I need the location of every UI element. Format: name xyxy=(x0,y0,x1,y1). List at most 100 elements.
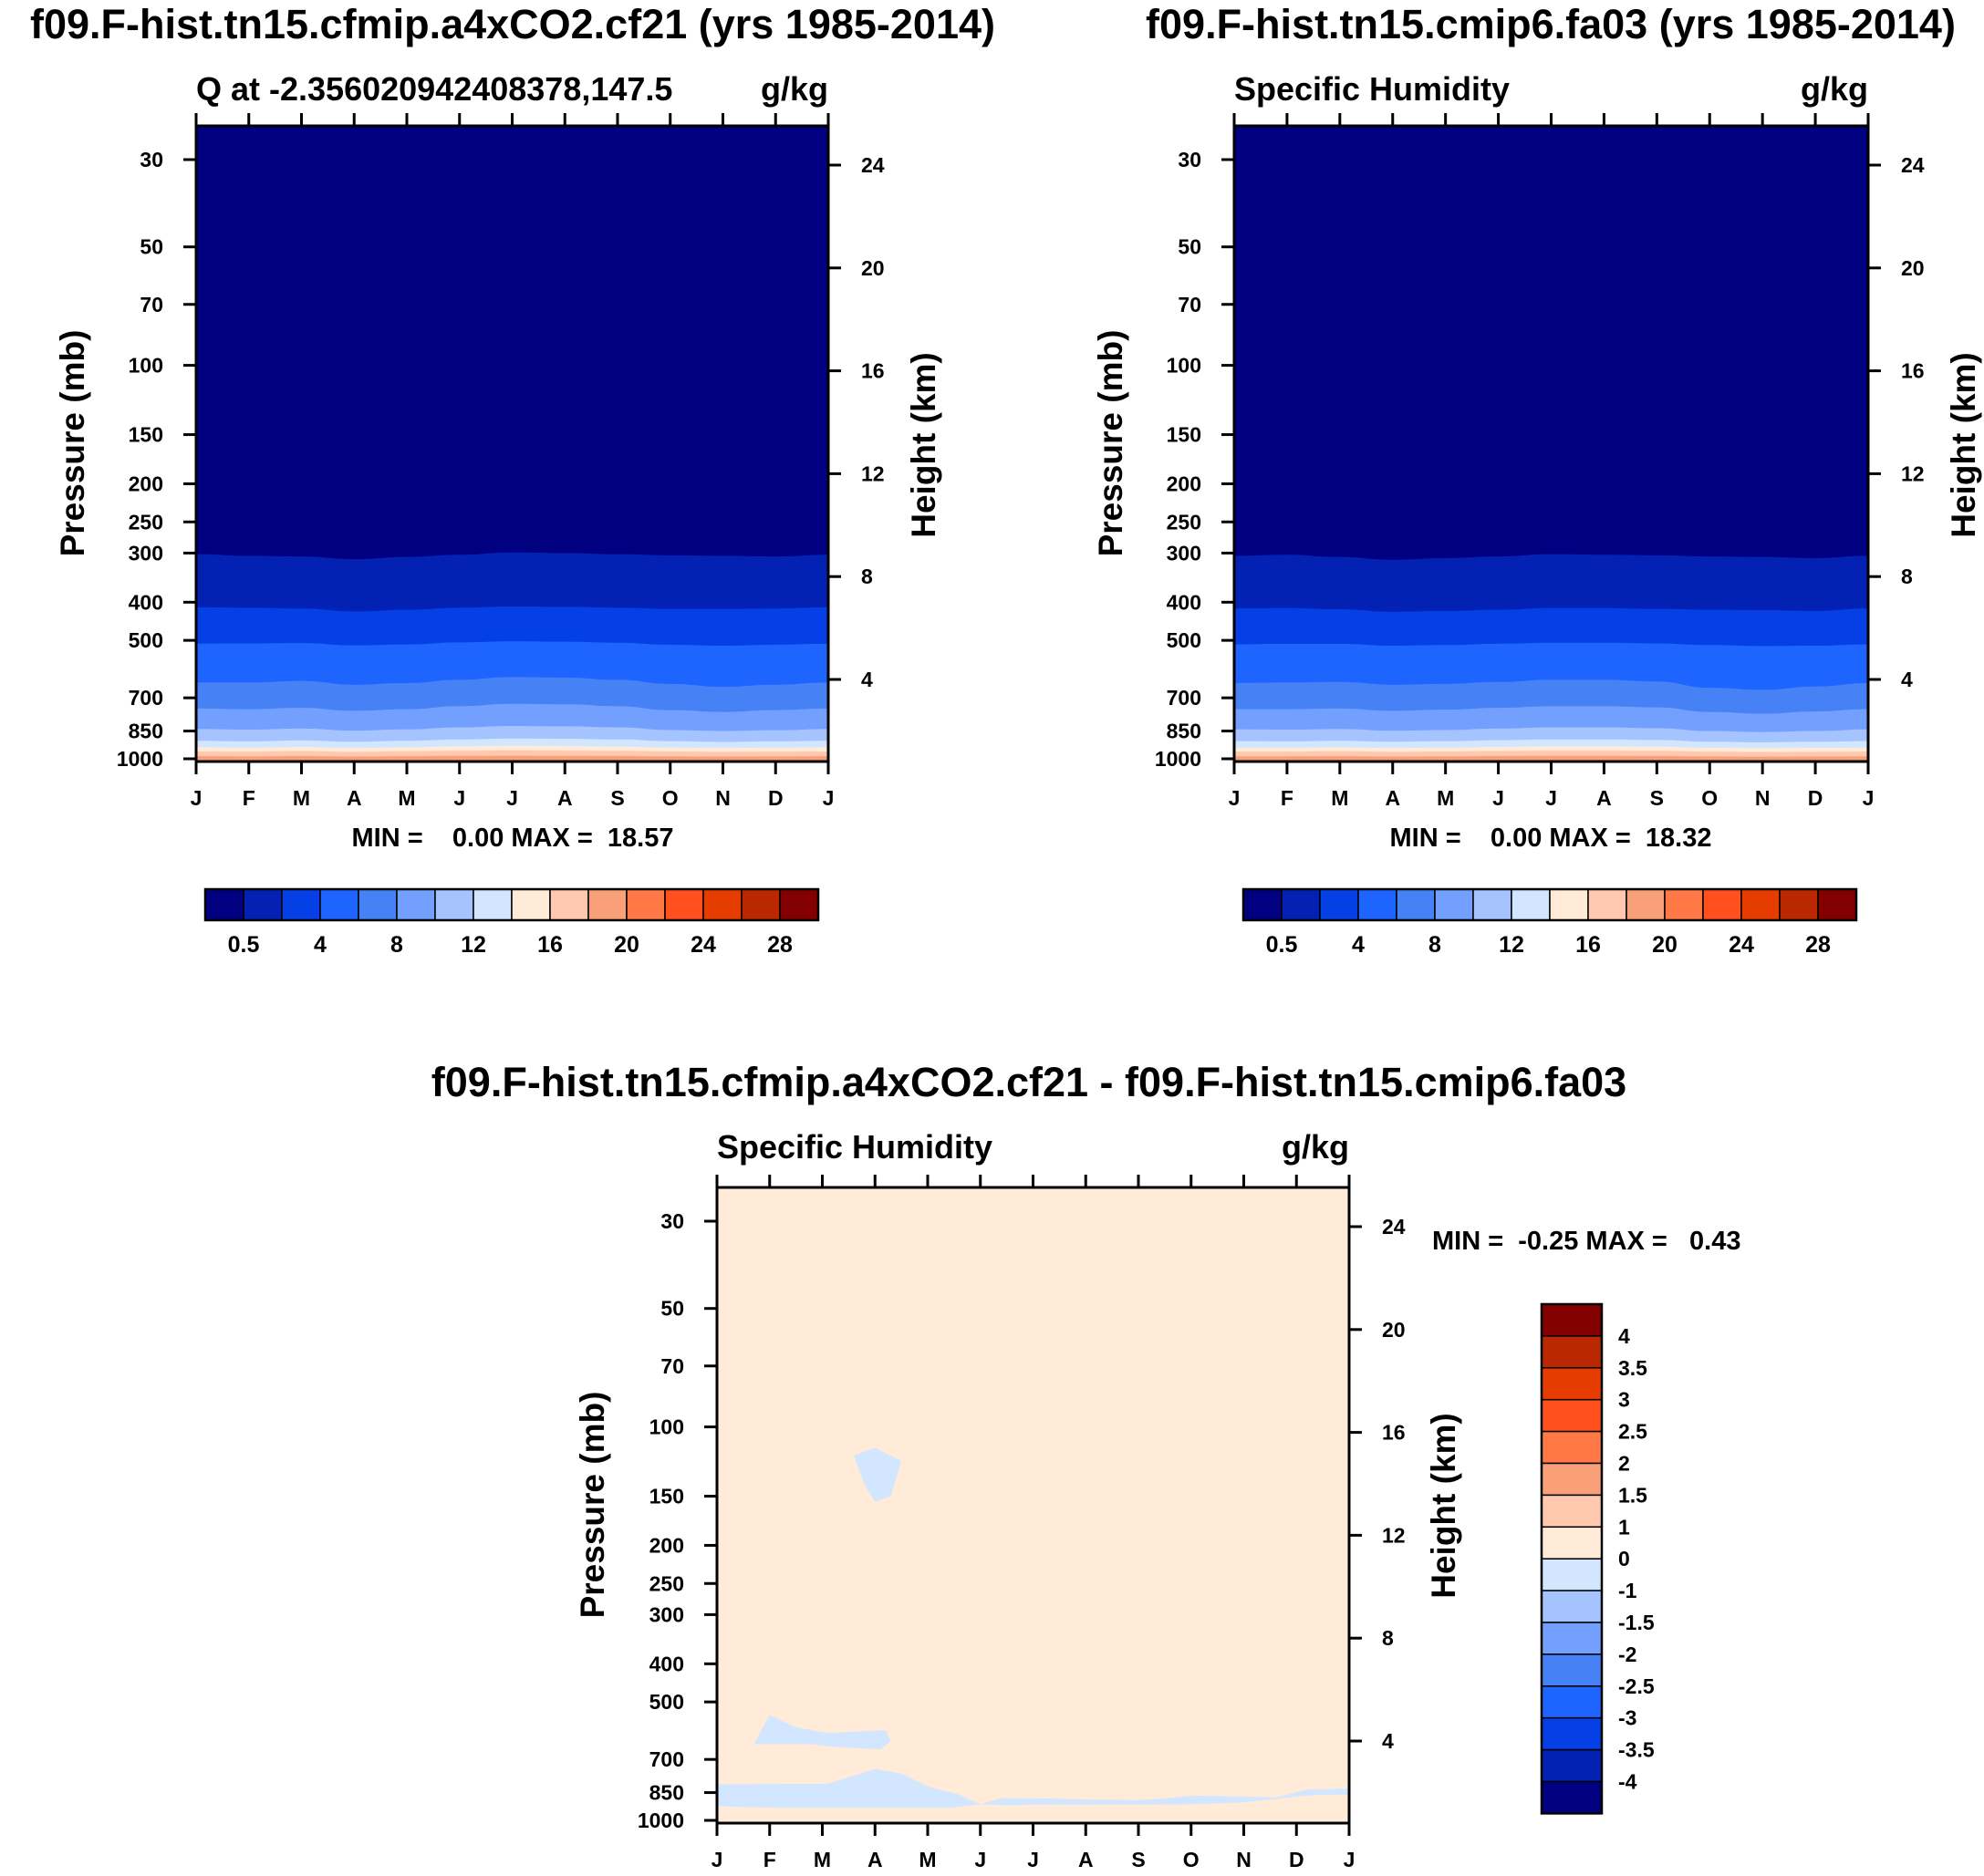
contour-region-negative xyxy=(717,1768,981,1809)
y2-tick-label: 24 xyxy=(861,153,885,177)
x-tick-label: J xyxy=(823,786,835,810)
colorbar-label: 28 xyxy=(1805,932,1831,958)
colorbar-swatch xyxy=(1626,888,1666,921)
colorbar-swatch xyxy=(1472,888,1512,921)
y-tick-label: 250 xyxy=(649,1571,684,1595)
colorbar-swatch xyxy=(1541,1303,1603,1337)
x-tick-label: S xyxy=(610,786,624,810)
x-tick-label: J xyxy=(506,786,518,810)
colorbar-label: -3 xyxy=(1618,1706,1636,1730)
contour-field xyxy=(717,1187,1349,1823)
x-tick-label: A xyxy=(347,786,362,810)
colorbar-swatch xyxy=(664,888,704,921)
colorbar-swatch xyxy=(1281,888,1321,921)
colorbar-swatch xyxy=(1817,888,1857,921)
y-tick-label: 250 xyxy=(1167,510,1201,534)
x-tick-label: J xyxy=(1545,786,1557,810)
contour-region-negative xyxy=(980,1788,1349,1806)
y-tick-label: 400 xyxy=(1167,590,1201,614)
x-tick-label: A xyxy=(1596,786,1612,810)
axis-ticks: J F M A M J J A S O N D J 30 50 70 100 150 200 250 300 400 500… xyxy=(1155,113,1925,810)
x-tick-label: M xyxy=(293,786,310,810)
min-max-readout: MIN = 0.00 MAX = 18.32 xyxy=(1390,824,1712,853)
min-max-readout: MIN = 0.00 MAX = 18.57 xyxy=(352,824,674,853)
y-tick-label: 50 xyxy=(1178,235,1201,259)
y-axis-label: Pressure (mb) xyxy=(54,330,91,557)
y-tick-label: 200 xyxy=(129,472,163,495)
y2-tick-label: 24 xyxy=(1382,1215,1406,1239)
colorbar-label: 0 xyxy=(1618,1547,1630,1570)
y-tick-label: 500 xyxy=(129,628,163,652)
colorbar-label: 8 xyxy=(390,932,403,958)
y2-tick-label: 8 xyxy=(1382,1626,1394,1650)
y-tick-label: 700 xyxy=(1167,686,1201,710)
y-tick-label: 850 xyxy=(1167,720,1201,743)
colorbar-label: -4 xyxy=(1618,1770,1637,1794)
y-axis-label: Pressure (mb) xyxy=(1092,330,1129,557)
y-tick-label: 500 xyxy=(1167,628,1201,652)
y2-tick-label: 4 xyxy=(1901,668,1913,691)
units-label: g/kg xyxy=(1282,1128,1349,1166)
colorbar-label: -1 xyxy=(1618,1579,1637,1602)
x-tick-label: A xyxy=(867,1848,883,1871)
y-tick-label: 70 xyxy=(1178,293,1201,316)
colorbar-swatch xyxy=(1779,888,1819,921)
colorbar-label: 12 xyxy=(461,932,486,958)
y-tick-label: 300 xyxy=(129,541,163,565)
y-tick-label: 50 xyxy=(140,235,163,259)
y-tick-label: 1000 xyxy=(638,1809,684,1832)
y-tick-label: 250 xyxy=(129,510,163,534)
colorbar-label: 4 xyxy=(1618,1324,1630,1348)
axis-ticks: J F M A M J J A S O N D J 30 50 70 100 150 200 250 300 400 500… xyxy=(638,1175,1406,1871)
colorbar-label: -2 xyxy=(1618,1643,1636,1666)
y-tick-label: 1000 xyxy=(117,747,163,771)
colorbar-swatch xyxy=(204,888,244,921)
colorbar-swatch xyxy=(1541,1558,1603,1591)
colorbar-swatch xyxy=(1357,888,1397,921)
y-tick-label: 200 xyxy=(1167,472,1201,495)
colorbar-swatch xyxy=(1541,1398,1603,1433)
x-tick-label: N xyxy=(1236,1848,1252,1871)
colorbar-swatch xyxy=(1396,888,1436,921)
colorbar-label: 12 xyxy=(1499,932,1524,958)
y2-tick-label: 4 xyxy=(1382,1729,1394,1753)
colorbar-label: 4 xyxy=(314,932,327,958)
subtitle-left: Specific Humidity xyxy=(717,1128,992,1166)
colorbar-label: 16 xyxy=(537,932,563,958)
y2-axis-label: Height (km) xyxy=(1425,1413,1462,1599)
y-tick-label: 150 xyxy=(1167,423,1201,447)
x-tick-label: F xyxy=(243,786,255,810)
colorbar-swatch xyxy=(1664,888,1704,921)
x-tick-label: J xyxy=(1229,786,1241,810)
colorbar-swatch xyxy=(243,888,283,921)
y2-tick-label: 4 xyxy=(861,668,873,691)
x-tick-label: A xyxy=(1078,1848,1094,1871)
y-tick-label: 100 xyxy=(1167,354,1201,378)
colorbar-label: 24 xyxy=(691,932,716,958)
y-tick-label: 700 xyxy=(129,686,163,710)
y2-tick-label: 8 xyxy=(861,565,873,588)
colorbar-swatch xyxy=(549,888,589,921)
colorbar-swatch xyxy=(1541,1335,1603,1369)
colorbar: 0.5 4 8 12 16 20 24 28 xyxy=(1241,887,1858,958)
y-tick-label: 850 xyxy=(649,1781,684,1805)
y-tick-label: 850 xyxy=(129,720,163,743)
colorbar-swatch xyxy=(396,888,436,921)
colorbar-swatch xyxy=(1541,1494,1603,1529)
y-tick-label: 300 xyxy=(1167,541,1201,565)
panel-title: f09.F-hist.tn15.cfmip.a4xCO2.cf21 - f09.… xyxy=(431,1059,1626,1105)
y-tick-label: 700 xyxy=(649,1747,684,1771)
colorbar-frame xyxy=(1540,1302,1604,1815)
colorbar-swatch xyxy=(1541,1748,1603,1783)
colorbar-swatch xyxy=(1541,1685,1603,1719)
colorbar-swatch xyxy=(1541,1653,1603,1687)
panel-title: f09.F-hist.tn15.cmip6.fa03 (yrs 1985-201… xyxy=(1146,1,1956,47)
min-max-readout: MIN = -0.25 MAX = 0.43 xyxy=(1432,1227,1740,1256)
y2-tick-label: 16 xyxy=(1382,1421,1406,1445)
panel-title: f09.F-hist.tn15.cfmip.a4xCO2.cf21 (yrs 1… xyxy=(30,1,995,47)
x-tick-label: O xyxy=(662,786,679,810)
colorbar-label: 24 xyxy=(1729,932,1754,958)
colorbar-swatch xyxy=(587,888,628,921)
y-tick-label: 100 xyxy=(129,354,163,378)
